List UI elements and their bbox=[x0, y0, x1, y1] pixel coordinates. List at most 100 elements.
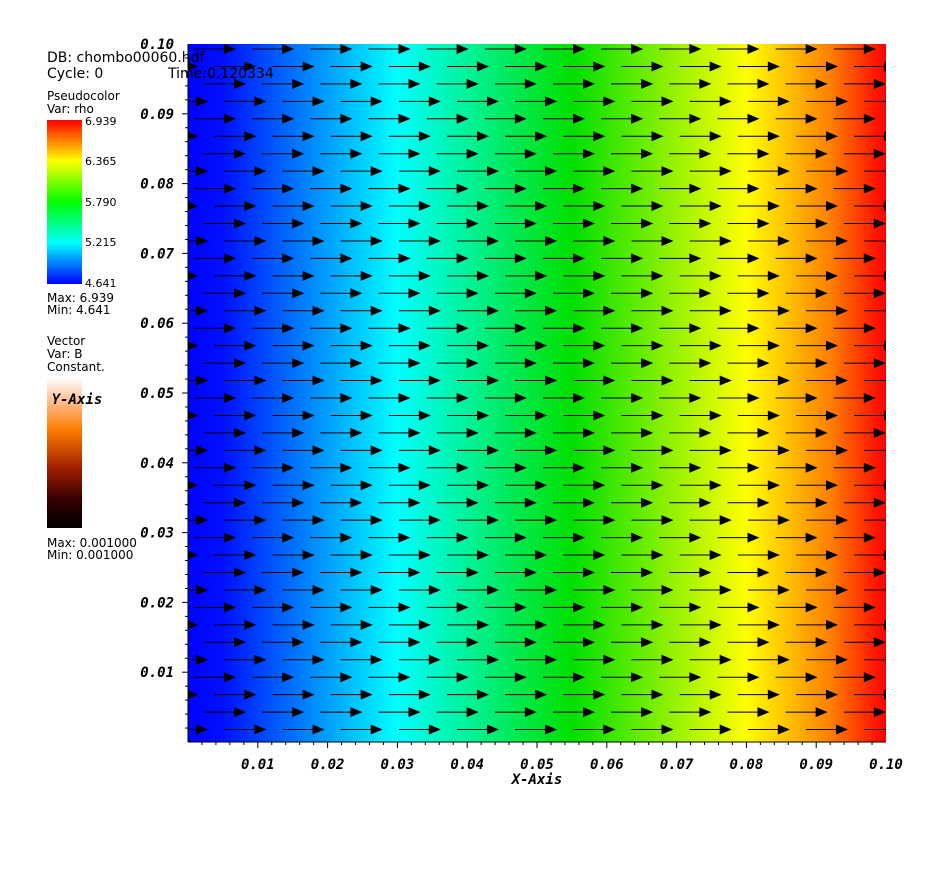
vector-arrow-head bbox=[408, 567, 421, 578]
vector-arrow-head bbox=[777, 305, 790, 316]
vector-arrow-head bbox=[826, 61, 839, 72]
vector-arrow-head bbox=[350, 497, 363, 508]
vector-arrow-head bbox=[593, 480, 606, 491]
vector-arrow-head bbox=[777, 235, 790, 246]
vector-arrow-head bbox=[661, 724, 674, 735]
vector-arrow-head bbox=[312, 584, 325, 595]
vector-arrow-head bbox=[583, 707, 595, 718]
vector-arrow-head bbox=[836, 166, 849, 177]
vector-arrow-head bbox=[302, 619, 315, 630]
vector-arrow-head bbox=[545, 654, 558, 665]
vector-arrow-head bbox=[302, 61, 315, 72]
pseudocolor-min: Min: 4.641 bbox=[47, 303, 111, 317]
vector-arrow-head bbox=[661, 445, 674, 456]
vector-arrow-head bbox=[370, 724, 383, 735]
vector-arrow-head bbox=[398, 602, 411, 613]
pc-tick-label: 5.215 bbox=[85, 236, 117, 249]
vector-arrow-head bbox=[709, 270, 722, 281]
vector-arrow-head bbox=[873, 567, 886, 578]
vector-arrow-head bbox=[863, 323, 876, 334]
vector-arrow-head bbox=[689, 672, 702, 683]
vector-arrow-head bbox=[815, 78, 828, 89]
vector-arrow-head bbox=[583, 148, 595, 159]
vector-arrow-head bbox=[370, 235, 383, 246]
vector-arrow-head bbox=[350, 707, 363, 718]
vector-arrow-head bbox=[524, 637, 537, 648]
vector-arrow-head bbox=[244, 689, 257, 700]
vector-arrow-head bbox=[767, 550, 780, 561]
vector-arrow-head bbox=[398, 462, 411, 473]
vector-arrow-head bbox=[719, 166, 732, 177]
vector-arrow-head bbox=[456, 532, 469, 543]
vector-arrow-head bbox=[524, 288, 537, 299]
vector-arrow-head bbox=[815, 637, 828, 648]
vector-arrow-head bbox=[767, 270, 780, 281]
vector-arrow-head bbox=[777, 724, 790, 735]
vector-arrow-head bbox=[188, 62, 199, 71]
vector-arrow-head bbox=[603, 724, 616, 735]
vector-arrow-head bbox=[826, 480, 839, 491]
vector-arrow-head bbox=[583, 497, 595, 508]
y-tick-label: 0.03 bbox=[140, 526, 174, 542]
vector-arrow-head bbox=[370, 445, 383, 456]
vector-arrow-head bbox=[689, 253, 702, 264]
vector-arrow-head bbox=[244, 201, 257, 212]
vector-arrow-head bbox=[757, 358, 770, 369]
vector-arrow-head bbox=[176, 219, 188, 229]
vector-arrow-head bbox=[524, 218, 537, 229]
vector-arrow-head bbox=[466, 288, 479, 299]
vector-arrow-head bbox=[689, 532, 702, 543]
vector-arrow-head bbox=[573, 323, 585, 334]
vector-arrow-head bbox=[894, 376, 906, 386]
vector-arrow-head bbox=[456, 323, 469, 334]
vector-arrow-head bbox=[514, 44, 527, 54]
vector-arrow-head bbox=[709, 619, 722, 630]
vector-arrow-head bbox=[292, 358, 305, 369]
y-tick-label: 0.02 bbox=[140, 595, 174, 611]
vector-arrow-head bbox=[224, 44, 236, 54]
vector-arrow-head bbox=[176, 637, 188, 647]
vector-arrow-head bbox=[699, 497, 712, 508]
vector-arrow-head bbox=[234, 637, 246, 648]
vector-arrow-head bbox=[524, 358, 537, 369]
y-tick-label: 0.09 bbox=[140, 107, 174, 123]
vector-arrow-head bbox=[651, 619, 664, 630]
vector-arrow-head bbox=[224, 253, 236, 264]
vector-arrow-head bbox=[767, 61, 780, 72]
vector-arrow-head bbox=[487, 235, 500, 246]
vector-arrow-head bbox=[398, 44, 411, 54]
vector-arrow-head bbox=[360, 689, 373, 700]
vector-arrow-head bbox=[661, 235, 674, 246]
vector-arrow-head bbox=[514, 183, 527, 194]
vector-arrow-head bbox=[456, 113, 469, 124]
vector-arrow-head bbox=[398, 253, 411, 264]
vector-arrow-head bbox=[826, 550, 839, 561]
vector-arrow-head bbox=[863, 183, 876, 194]
vector-arrow-head bbox=[884, 619, 886, 630]
vector-arrow-head bbox=[282, 253, 295, 264]
vector-arrow-head bbox=[176, 149, 188, 159]
vector-arrow-head bbox=[631, 672, 644, 683]
x-tick-label: 0.08 bbox=[730, 757, 764, 773]
vector-arrow-head bbox=[340, 393, 353, 403]
vector-arrow-head bbox=[836, 724, 849, 735]
vector-arrow-head bbox=[456, 393, 469, 403]
vector-arrow-head bbox=[176, 358, 188, 368]
vector-arrow-head bbox=[719, 515, 732, 526]
vector-arrow-head bbox=[651, 689, 664, 700]
vector-arrow-head bbox=[699, 218, 712, 229]
vector-arrow-head bbox=[863, 393, 876, 403]
vector-arrow-head bbox=[244, 619, 257, 630]
vector-arrow-head bbox=[302, 410, 315, 421]
vector-arrow-head bbox=[709, 340, 722, 351]
y-tick-label: 0.06 bbox=[140, 316, 174, 332]
vector-arrow-head bbox=[360, 61, 373, 72]
vector-arrow-head bbox=[254, 515, 267, 526]
vector-arrow-head bbox=[836, 235, 849, 246]
vector-arrow-head bbox=[254, 724, 267, 735]
vector-arrow-head bbox=[466, 707, 479, 718]
vector-arrow-head bbox=[244, 131, 257, 142]
vector-arrow-head bbox=[573, 183, 585, 194]
vector-arrow-head bbox=[747, 323, 760, 334]
